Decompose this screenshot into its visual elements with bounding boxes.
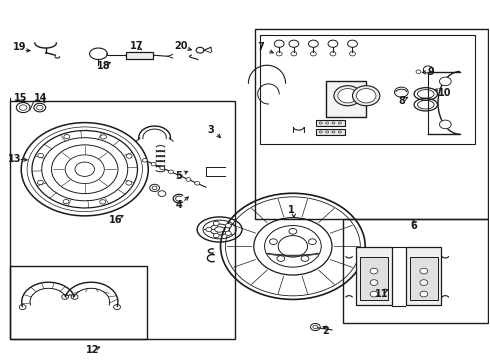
Text: 19: 19 <box>13 42 26 52</box>
Text: 8: 8 <box>398 96 405 106</box>
Text: 12: 12 <box>86 345 99 355</box>
Bar <box>356 247 392 305</box>
Circle shape <box>356 89 376 103</box>
Circle shape <box>370 268 378 274</box>
Circle shape <box>370 291 378 297</box>
Bar <box>326 81 366 117</box>
Text: 20: 20 <box>175 41 188 50</box>
Text: 13: 13 <box>8 154 21 164</box>
Circle shape <box>277 256 285 261</box>
Circle shape <box>338 89 357 103</box>
Circle shape <box>143 158 147 162</box>
Circle shape <box>206 227 212 231</box>
Text: 2: 2 <box>323 325 329 336</box>
Circle shape <box>420 291 428 297</box>
Bar <box>10 266 147 338</box>
Bar <box>360 257 388 300</box>
Bar <box>410 257 438 300</box>
Circle shape <box>177 174 182 177</box>
Circle shape <box>213 221 219 225</box>
Circle shape <box>440 120 451 129</box>
Text: 18: 18 <box>97 61 110 71</box>
Text: 10: 10 <box>438 88 451 98</box>
Circle shape <box>126 181 132 185</box>
Text: 14: 14 <box>34 93 48 103</box>
Text: 3: 3 <box>207 125 214 135</box>
Circle shape <box>169 170 173 174</box>
Circle shape <box>420 268 428 274</box>
Circle shape <box>440 77 451 86</box>
Circle shape <box>289 228 297 234</box>
Text: 4: 4 <box>175 200 182 210</box>
Circle shape <box>225 224 231 228</box>
Circle shape <box>309 239 317 244</box>
Text: 1: 1 <box>288 206 295 216</box>
Text: 17: 17 <box>130 41 143 50</box>
Circle shape <box>160 166 165 170</box>
Circle shape <box>270 239 277 244</box>
Circle shape <box>225 231 231 235</box>
Circle shape <box>37 180 43 185</box>
Bar <box>406 247 441 305</box>
Text: 5: 5 <box>175 171 182 181</box>
Circle shape <box>63 199 69 204</box>
Circle shape <box>334 86 361 106</box>
Circle shape <box>126 154 132 158</box>
Bar <box>126 51 153 59</box>
Circle shape <box>301 256 309 261</box>
Text: 11: 11 <box>375 289 389 299</box>
Circle shape <box>100 135 106 139</box>
Circle shape <box>213 234 219 238</box>
Bar <box>316 120 345 126</box>
Text: 9: 9 <box>427 67 434 77</box>
Circle shape <box>38 153 44 158</box>
Circle shape <box>100 200 106 204</box>
Circle shape <box>195 181 199 185</box>
Bar <box>343 220 489 323</box>
Circle shape <box>420 280 428 285</box>
Text: 16: 16 <box>109 215 122 225</box>
Text: 6: 6 <box>410 221 417 231</box>
Circle shape <box>64 135 70 139</box>
Text: 7: 7 <box>258 42 265 52</box>
Bar <box>255 30 489 220</box>
Bar <box>10 101 235 338</box>
Circle shape <box>370 280 378 285</box>
Circle shape <box>151 162 156 166</box>
Bar <box>316 129 345 135</box>
Bar <box>260 35 475 144</box>
Circle shape <box>186 178 191 181</box>
Text: 15: 15 <box>14 93 27 103</box>
Circle shape <box>352 86 380 106</box>
